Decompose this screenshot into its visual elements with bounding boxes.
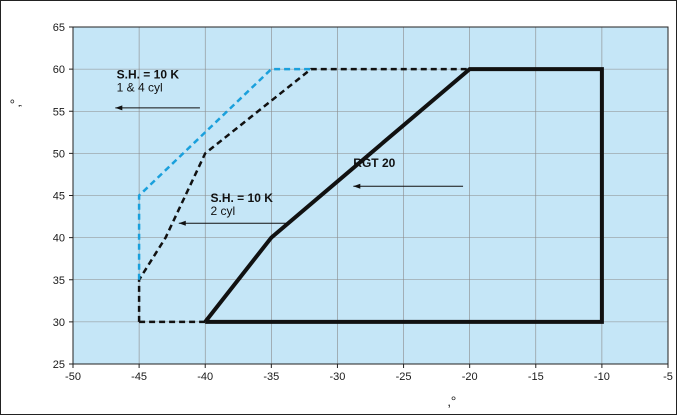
x-tick-label: -30 <box>329 371 345 383</box>
dashed-blue-line-2 <box>137 67 311 280</box>
x-tick-label: -10 <box>594 371 610 383</box>
annotation-sh2-line-1: 2 cyl <box>211 204 236 218</box>
tick-labels: -50 -45 -40 -35 -30 -25 -20 -15 -10 -5 25 30 35 40 45 5… <box>53 22 673 383</box>
y-tick-label: 50 <box>53 148 65 160</box>
x-tick-label: -40 <box>197 371 213 383</box>
y-tick-label: 60 <box>53 64 65 76</box>
annotation-sh14-arrowhead <box>115 105 123 111</box>
annotation-sh2-line-0: S.H. = 10 K <box>211 191 274 205</box>
annotation-rgt-arrowhead <box>353 183 361 189</box>
plot-border <box>72 26 669 365</box>
y-tick-label: 40 <box>53 233 65 245</box>
y-axis-label: ‚° <box>7 99 23 108</box>
x-tick-label: -15 <box>528 371 544 383</box>
x-tick-label: -35 <box>263 371 279 383</box>
x-tick-label: -20 <box>462 371 478 383</box>
dashed-black-line-1 <box>137 67 470 322</box>
y-tick-label: 35 <box>53 275 65 287</box>
series-layer <box>137 67 604 324</box>
y-tick-label: 55 <box>53 106 65 118</box>
annotation-sh14-line-1: 1 & 4 cyl <box>117 80 163 94</box>
annotation-rgt-line-0: RGT 20 <box>353 156 395 170</box>
envelope-line-0 <box>203 67 604 324</box>
y-tick-label: 65 <box>53 22 65 34</box>
y-tick-label: 45 <box>53 191 65 203</box>
annotation-sh14-line-0: S.H. = 10 K <box>117 67 180 81</box>
x-axis-label: ‚° <box>448 393 457 409</box>
x-tick-label: -50 <box>65 371 81 383</box>
y-tick-label: 30 <box>53 317 65 329</box>
annotation-sh2-arrowhead <box>178 220 186 226</box>
y-tick-label: 25 <box>53 359 65 371</box>
x-tick-label: -45 <box>131 371 147 383</box>
x-tick-label: -5 <box>663 371 673 383</box>
x-tick-label: -25 <box>396 371 412 383</box>
